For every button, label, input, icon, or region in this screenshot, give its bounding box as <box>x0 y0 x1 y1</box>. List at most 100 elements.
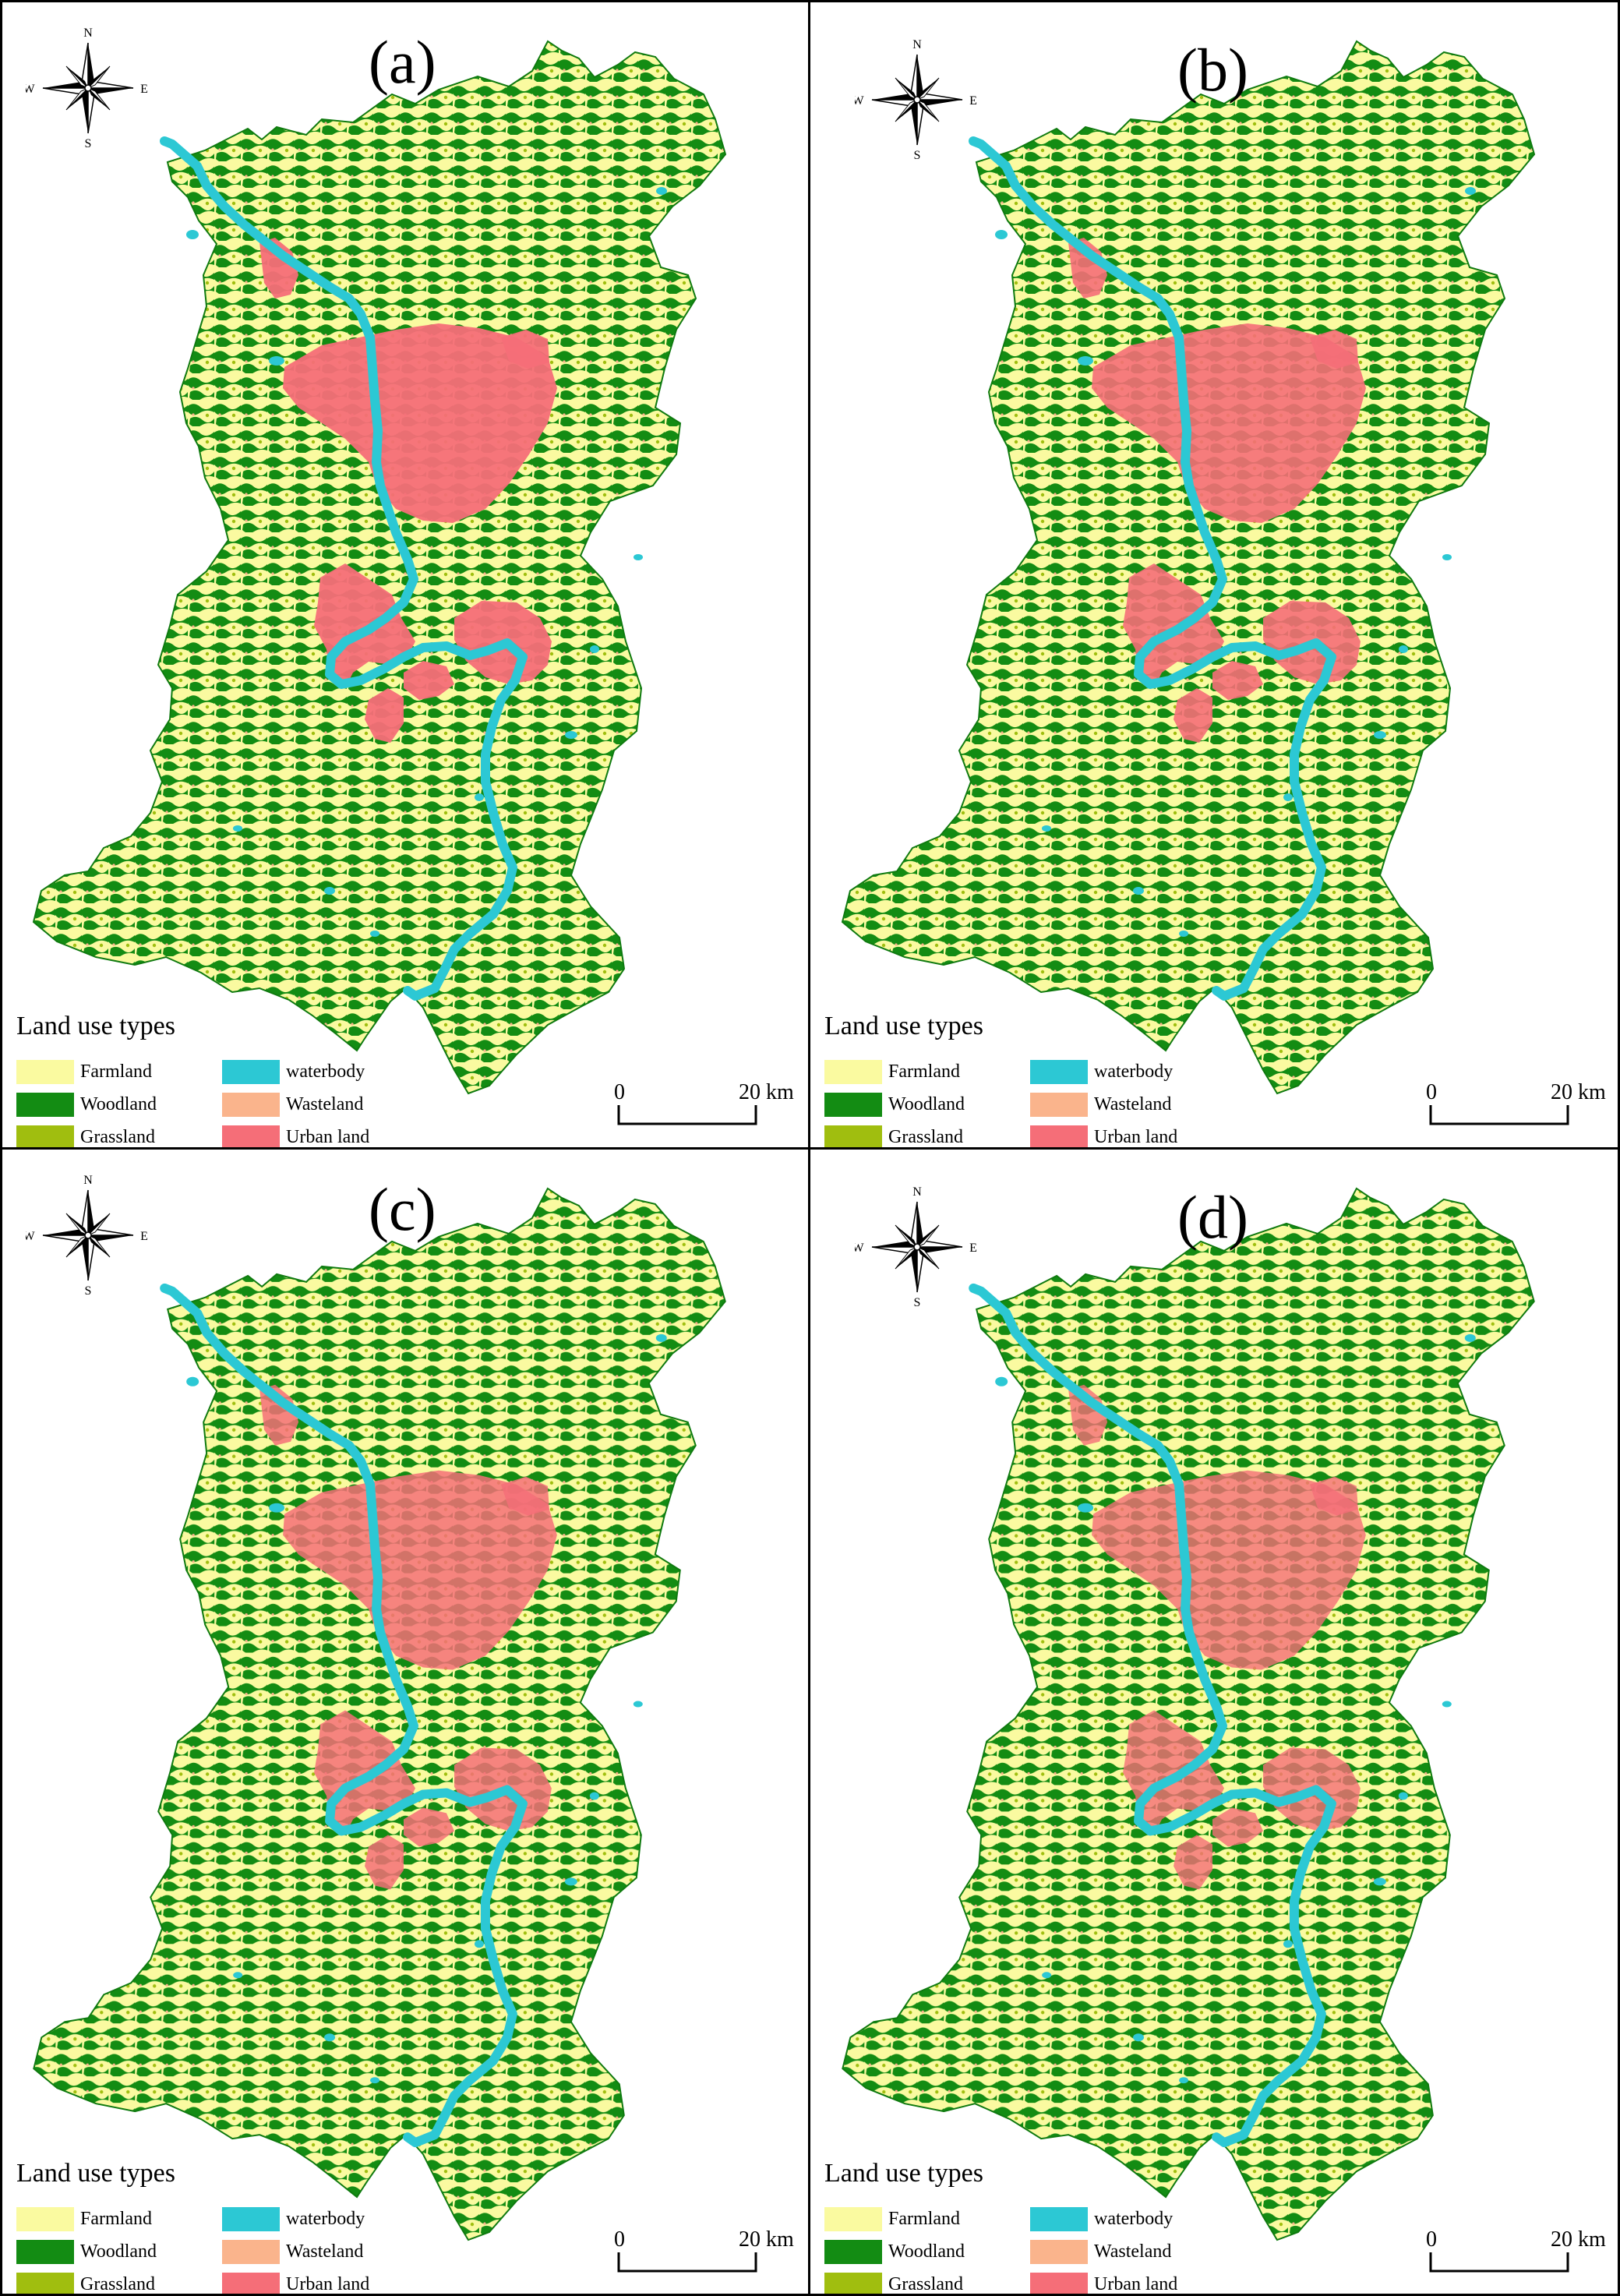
study-area-boundary <box>33 1187 726 2241</box>
compass-w-label: W <box>855 1242 864 1255</box>
urban-land-patch <box>1092 1470 1366 1670</box>
scale-bar: 0 20 km <box>614 1080 794 1129</box>
urban-land-patch <box>1092 323 1366 523</box>
compass-n-label: N <box>912 1185 922 1199</box>
scale-zero-label: 0 <box>614 2227 625 2252</box>
legend-title: Land use types <box>16 1012 175 1040</box>
lake <box>233 825 242 832</box>
legend-item-label: Wasteland <box>286 2241 364 2262</box>
legend-item-label: Urban land <box>1094 2274 1178 2294</box>
panel-label: (b) <box>1177 36 1248 104</box>
compass-n-label: N <box>83 26 93 40</box>
scale-bar: 0 20 km <box>1426 1082 1606 1129</box>
legend-item-label: Farmland <box>888 1061 960 1082</box>
map-panel: (b) N S E W Land use types Farmland Woodland Gra… <box>808 0 1620 1150</box>
lake <box>186 230 199 239</box>
lake <box>1464 1333 1476 1342</box>
lake <box>1399 645 1408 653</box>
urban-land-patch <box>283 1470 557 1670</box>
compass-w-label: W <box>855 94 864 108</box>
urban-land-patch <box>1123 1710 1224 1835</box>
compass-e-label: E <box>969 1242 977 1255</box>
study-area-boundary <box>842 1187 1535 2241</box>
panel-label: (a) <box>369 28 436 96</box>
legend-item-label: Woodland <box>80 2241 157 2262</box>
legend-swatch <box>824 1060 882 1084</box>
legend-swatch <box>16 2207 74 2231</box>
panel-label: (d) <box>1177 1183 1248 1251</box>
legend-item-label: Grassland <box>80 1127 155 1147</box>
legend-item-label: waterbody <box>1094 1061 1174 1082</box>
scale-line <box>617 1105 757 1125</box>
compass-s-label: S <box>914 1296 921 1309</box>
urban-land-patch <box>365 688 404 743</box>
scale-zero-label: 0 <box>1426 2227 1437 2252</box>
urban-land-patch <box>500 1476 549 1516</box>
lake <box>634 554 643 560</box>
compass-s-label: S <box>85 137 92 150</box>
legend-swatch <box>1030 2240 1088 2264</box>
lake <box>324 2033 336 2042</box>
legend-swatch <box>16 1125 74 1147</box>
legend-swatch <box>222 1093 280 1117</box>
legend-title: Land use types <box>16 2159 175 2188</box>
urban-land-patch <box>1068 238 1107 298</box>
lake <box>370 2077 380 2084</box>
compass-rose-icon: N S E W <box>26 26 148 150</box>
river <box>160 136 528 1001</box>
lake <box>590 645 599 653</box>
legend-item-label: Woodland <box>888 2241 965 2262</box>
scale-zero-label: 0 <box>614 1080 625 1104</box>
legend-swatch <box>1030 2273 1088 2294</box>
lake <box>589 1792 599 1800</box>
river <box>969 136 1336 1001</box>
urban-land-patch <box>404 661 454 700</box>
compass-w-label: W <box>26 1230 35 1243</box>
land-use-map <box>33 1187 726 2241</box>
lake <box>1465 187 1476 195</box>
legend-item-label: Farmland <box>80 1061 152 1082</box>
legend-swatch <box>222 2240 280 2264</box>
lake <box>1283 1940 1293 1948</box>
map-panel: (d) N S E W Land use types Farmland Woodland Gra… <box>808 1147 1620 2296</box>
legend-item-label: Wasteland <box>1094 2241 1172 2262</box>
legend-swatch <box>824 2207 882 2231</box>
urban-land-patch <box>259 238 298 298</box>
land-use-map <box>32 40 727 1095</box>
legend-swatch <box>16 1093 74 1117</box>
urban-land-patch <box>1174 688 1212 743</box>
compass-rose-icon: N S E W <box>855 38 977 162</box>
legend-swatch <box>222 2207 280 2231</box>
compass-s-label: S <box>85 1284 92 1298</box>
lake <box>1042 825 1051 832</box>
lake <box>186 1376 199 1386</box>
lake <box>475 793 484 801</box>
lake <box>233 1972 243 1979</box>
legend: Land use types Farmland Woodland Grassland w… <box>824 2159 1198 2294</box>
urban-land-patch <box>1212 661 1263 700</box>
urban-land-patch <box>314 563 415 688</box>
legend-item-label: Grassland <box>888 1127 963 1147</box>
lake <box>1078 356 1093 366</box>
legend-item-label: Urban land <box>1094 1127 1178 1147</box>
land-use-map <box>841 40 1536 1095</box>
legend-swatch <box>1030 1093 1088 1117</box>
lake <box>995 1376 1008 1386</box>
scale-line <box>617 2252 757 2273</box>
legend-swatch <box>824 2240 882 2264</box>
legend-item-label: Farmland <box>80 2209 152 2229</box>
lake <box>1179 2077 1189 2084</box>
urban-land-patch <box>259 1384 299 1446</box>
urban-land-patch <box>1174 1835 1213 1890</box>
lake <box>1442 554 1452 560</box>
lake <box>324 887 335 895</box>
scale-line <box>1429 2252 1569 2273</box>
urban-land-patch <box>283 323 557 523</box>
lake <box>633 1701 643 1708</box>
legend-swatch <box>1030 1125 1088 1147</box>
legend-swatch <box>824 2273 882 2294</box>
compass-w-label: W <box>26 83 35 96</box>
urban-land-patch <box>1309 1476 1358 1516</box>
scale-max-label: 20 km <box>1551 2227 1606 2252</box>
